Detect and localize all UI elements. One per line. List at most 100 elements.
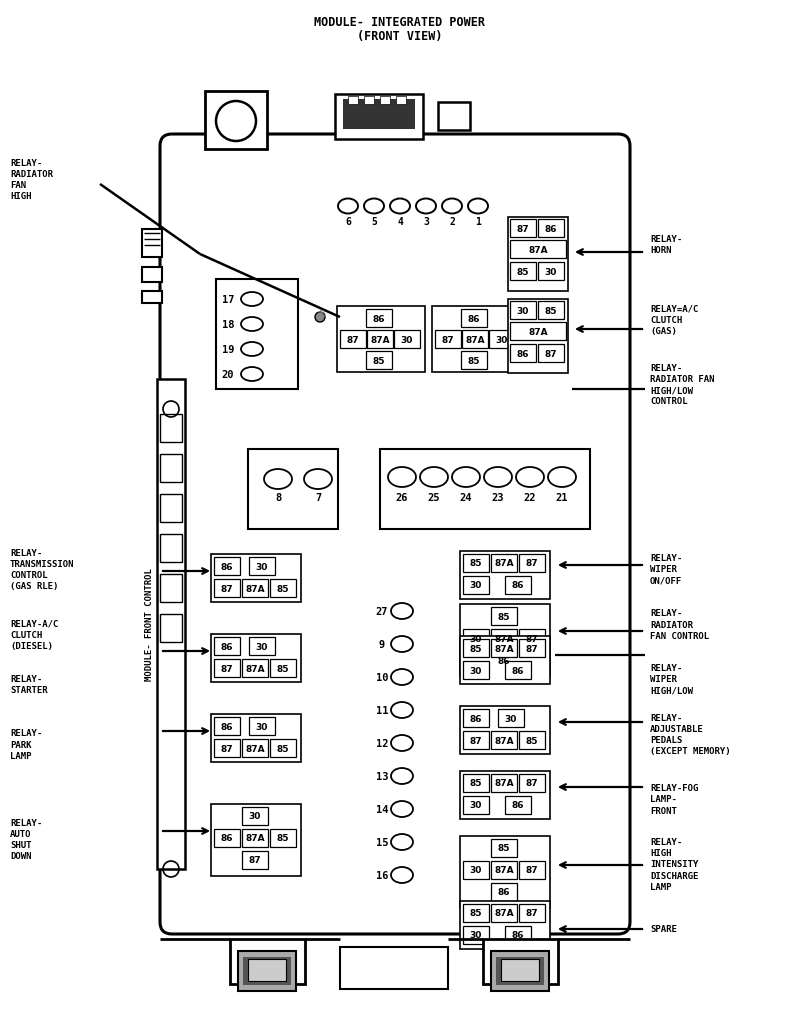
Bar [214, 739, 240, 757]
Bar [498, 709, 524, 728]
Text: 85: 85 [373, 357, 386, 365]
Bar [519, 639, 545, 657]
Bar [142, 291, 162, 304]
Text: 85: 85 [498, 611, 510, 621]
Bar [337, 307, 425, 373]
Text: RELAY-
HORN: RELAY- HORN [650, 234, 682, 255]
Bar [519, 774, 545, 792]
Text: 30: 30 [470, 801, 482, 810]
Text: 87A: 87A [494, 634, 514, 643]
Bar [242, 580, 268, 597]
Bar [211, 714, 301, 762]
Bar [211, 554, 301, 602]
Bar [491, 774, 517, 792]
Text: RELAY-A/C
CLUTCH
(DIESEL): RELAY-A/C CLUTCH (DIESEL) [10, 619, 58, 650]
Circle shape [315, 313, 325, 323]
Bar [462, 331, 488, 348]
Bar [249, 717, 275, 736]
Bar [463, 861, 489, 879]
Text: 87: 87 [517, 224, 530, 233]
Text: 20: 20 [222, 370, 234, 380]
Text: 11: 11 [376, 705, 388, 715]
Bar [510, 263, 536, 280]
Text: 30: 30 [470, 634, 482, 643]
Bar [211, 635, 301, 683]
Text: 87A: 87A [494, 909, 514, 917]
Bar [214, 829, 240, 847]
Bar [538, 263, 564, 280]
Text: RELAY-FOG
LAMP-
FRONT: RELAY-FOG LAMP- FRONT [650, 784, 698, 815]
Bar [538, 220, 564, 237]
Text: 30: 30 [256, 721, 268, 731]
Text: 86: 86 [512, 665, 524, 675]
Text: 27: 27 [376, 606, 388, 616]
Bar [238, 951, 296, 991]
Text: 87A: 87A [528, 327, 548, 336]
Bar [394, 331, 420, 348]
Text: RELAY-
TRANSMISSION
CONTROL
(GAS RLE): RELAY- TRANSMISSION CONTROL (GAS RLE) [10, 548, 74, 591]
Text: 86: 86 [545, 224, 558, 233]
Bar [519, 732, 545, 749]
Text: 87: 87 [526, 909, 538, 917]
Bar [461, 352, 487, 370]
Text: 87: 87 [526, 644, 538, 653]
Text: 85: 85 [277, 663, 290, 673]
Text: 9: 9 [379, 639, 385, 649]
Text: 30: 30 [256, 642, 268, 651]
Text: 17: 17 [222, 294, 234, 305]
Text: 1: 1 [475, 217, 481, 227]
Text: 86: 86 [470, 713, 482, 722]
Bar [491, 840, 517, 857]
Text: 2: 2 [449, 217, 455, 227]
Text: 30: 30 [517, 306, 529, 315]
Text: RELAY-
PARK
LAMP: RELAY- PARK LAMP [10, 729, 42, 760]
Text: 30: 30 [256, 561, 268, 571]
Text: 25: 25 [428, 492, 440, 502]
Text: 30: 30 [401, 335, 413, 344]
Bar [214, 637, 240, 655]
Text: 85: 85 [470, 909, 482, 917]
Bar [380, 97, 390, 105]
Bar [519, 904, 545, 922]
Text: 87: 87 [249, 856, 262, 865]
Bar [505, 926, 531, 944]
Text: 30: 30 [470, 665, 482, 675]
Text: 24: 24 [460, 492, 472, 502]
FancyBboxPatch shape [160, 135, 630, 934]
Bar [491, 883, 517, 901]
Bar [270, 580, 296, 597]
Bar [343, 100, 415, 129]
Bar [380, 449, 590, 530]
Bar [510, 344, 536, 363]
Text: 85: 85 [545, 306, 558, 315]
Text: RELAY-
ADJUSTABLE
PEDALS
(EXCEPT MEMORY): RELAY- ADJUSTABLE PEDALS (EXCEPT MEMORY) [650, 713, 730, 755]
Text: 87: 87 [526, 559, 538, 568]
Bar [491, 639, 517, 657]
Bar [483, 940, 558, 984]
Text: 85: 85 [517, 267, 530, 276]
Text: 87A: 87A [494, 559, 514, 568]
Bar [463, 661, 489, 680]
Bar [510, 302, 536, 320]
Bar [157, 380, 185, 869]
Bar [270, 659, 296, 678]
Bar [491, 630, 517, 647]
Bar [519, 554, 545, 573]
Bar [460, 771, 550, 819]
Text: 18: 18 [222, 320, 234, 330]
Bar [340, 947, 448, 989]
Text: 87: 87 [526, 634, 538, 643]
Bar [160, 454, 182, 483]
Bar [463, 577, 489, 594]
Bar [249, 637, 275, 655]
Text: 85: 85 [498, 844, 510, 853]
Text: 86: 86 [468, 314, 480, 323]
Bar [435, 331, 461, 348]
Bar [248, 449, 338, 530]
Text: 6: 6 [345, 217, 351, 227]
Text: 13: 13 [376, 771, 388, 782]
Text: 23: 23 [492, 492, 504, 502]
Bar [505, 796, 531, 814]
Bar [366, 352, 392, 370]
Text: 22: 22 [524, 492, 536, 502]
